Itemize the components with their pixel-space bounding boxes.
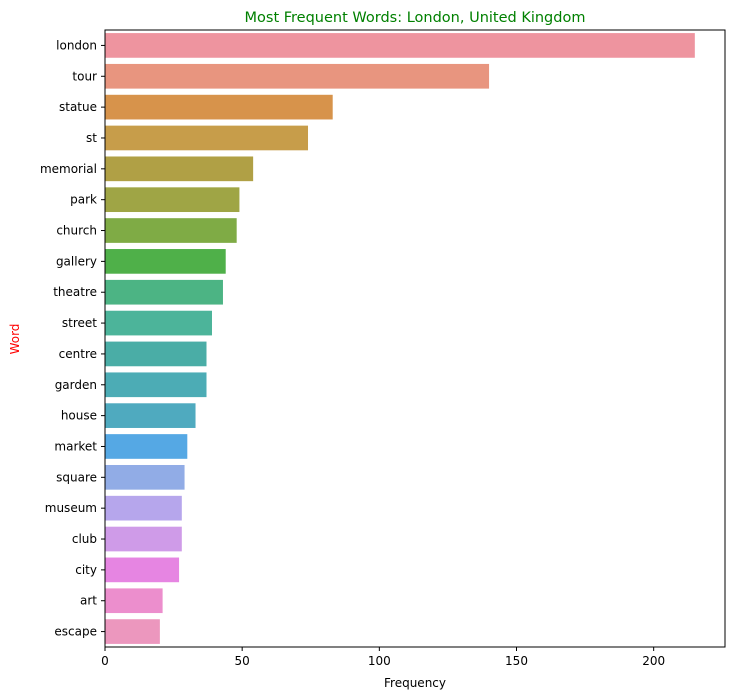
y-tick-label: market (54, 439, 97, 453)
bar-club (105, 526, 182, 552)
bar-london (105, 33, 695, 58)
bar-church (105, 218, 237, 243)
y-tick-label: house (61, 409, 97, 423)
bar-st (105, 125, 309, 151)
y-tick-label: centre (59, 347, 97, 361)
y-tick-label: art (80, 594, 97, 608)
y-tick-label: statue (59, 100, 97, 114)
bar-centre (105, 341, 207, 367)
y-tick-label: gallery (56, 254, 97, 268)
bar-city (105, 557, 180, 583)
y-tick-label: club (72, 532, 97, 546)
bar-museum (105, 495, 182, 521)
bar-garden (105, 372, 207, 398)
chart-title: Most Frequent Words: London, United King… (245, 10, 586, 26)
bar-memorial (105, 156, 254, 182)
x-tick-label: 150 (505, 654, 528, 668)
y-tick-label: london (56, 38, 97, 52)
y-tick-label: escape (54, 625, 97, 639)
x-axis-label: Frequency (384, 676, 446, 690)
bar-house (105, 403, 196, 428)
y-tick-label: church (56, 224, 97, 238)
bar-gallery (105, 249, 226, 274)
bar-market (105, 434, 188, 459)
y-tick-label: tour (72, 69, 97, 83)
y-tick-label: st (86, 131, 97, 145)
y-tick-label: theatre (53, 285, 97, 299)
x-tick-label: 50 (235, 654, 250, 668)
bar-escape (105, 619, 160, 644)
x-tick-label: 200 (642, 654, 665, 668)
y-tick-label: park (70, 193, 97, 207)
bar-street (105, 310, 212, 336)
bar-tour (105, 63, 490, 89)
y-axis-label: Word (8, 324, 22, 355)
y-tick-label: city (75, 563, 97, 577)
bar-square (105, 464, 185, 490)
plot-frame (104, 29, 726, 648)
y-tick-label: square (56, 470, 97, 484)
bar-theatre (105, 279, 223, 305)
x-tick-label: 0 (101, 654, 109, 668)
y-tick-label: memorial (40, 162, 97, 176)
y-tick-label: street (62, 316, 97, 330)
bar-art (105, 588, 163, 614)
x-tick-label: 100 (368, 654, 391, 668)
y-tick-label: garden (55, 378, 97, 392)
bar-statue (105, 94, 333, 120)
y-tick-label: museum (45, 501, 97, 515)
bar-park (105, 187, 240, 213)
